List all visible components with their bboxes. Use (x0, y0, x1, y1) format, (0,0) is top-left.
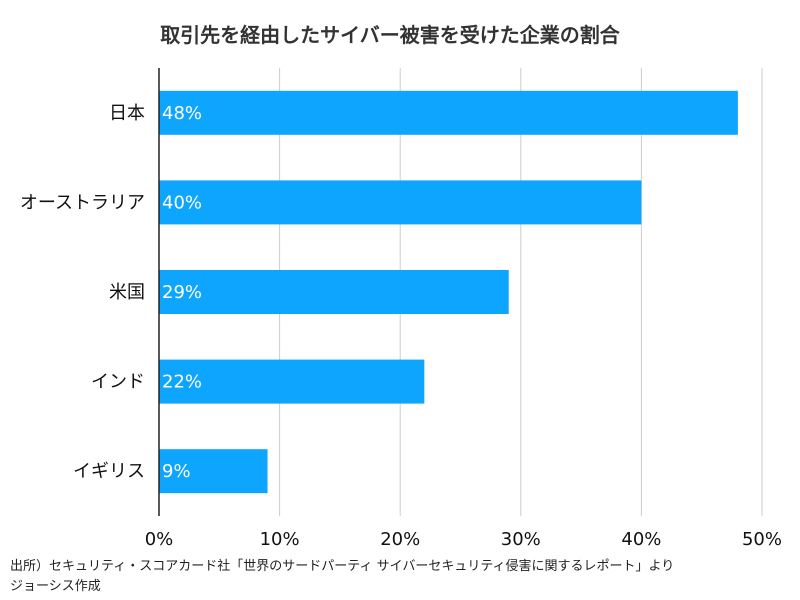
x-tick-label: 40% (621, 529, 661, 550)
bar (159, 180, 642, 225)
x-tick-label: 30% (501, 529, 541, 550)
category-label: オーストラリア (20, 192, 145, 213)
x-tick-label: 20% (380, 529, 420, 550)
bar (159, 90, 738, 135)
bar (159, 449, 268, 494)
x-tick-label: 0% (145, 529, 174, 550)
category-label: 日本 (109, 103, 145, 124)
bars: 48% 40% 29% 22% 9% (159, 90, 738, 494)
category-label: 米国 (109, 282, 145, 303)
category-label: インド (91, 372, 145, 393)
bar (159, 359, 425, 404)
category-label: イギリス (73, 461, 145, 482)
chart-title: 取引先を経由したサイバー被害を受けた企業の割合 (160, 23, 621, 47)
bar-value-label: 40% (162, 192, 202, 213)
source-note: 出所）セキュリティ・スコアカード社「世界のサードパーティ サイバーセキュリティ侵… (10, 557, 770, 597)
source-line-2: ジョーシス作成 (10, 579, 101, 594)
source-line-1: 出所）セキュリティ・スコアカード社「世界のサードパーティ サイバーセキュリティ侵… (10, 559, 675, 574)
x-tick-label: 50% (742, 529, 782, 550)
bar-value-label: 9% (162, 461, 191, 482)
x-tick-labels: 0% 10% 20% 30% 40% 50% (145, 529, 782, 550)
gridlines (279, 68, 763, 516)
x-tick-label: 10% (260, 529, 300, 550)
bar (159, 270, 509, 314)
bar-value-label: 29% (162, 282, 202, 303)
bar-value-label: 22% (162, 372, 202, 393)
bar-value-label: 48% (162, 103, 202, 124)
